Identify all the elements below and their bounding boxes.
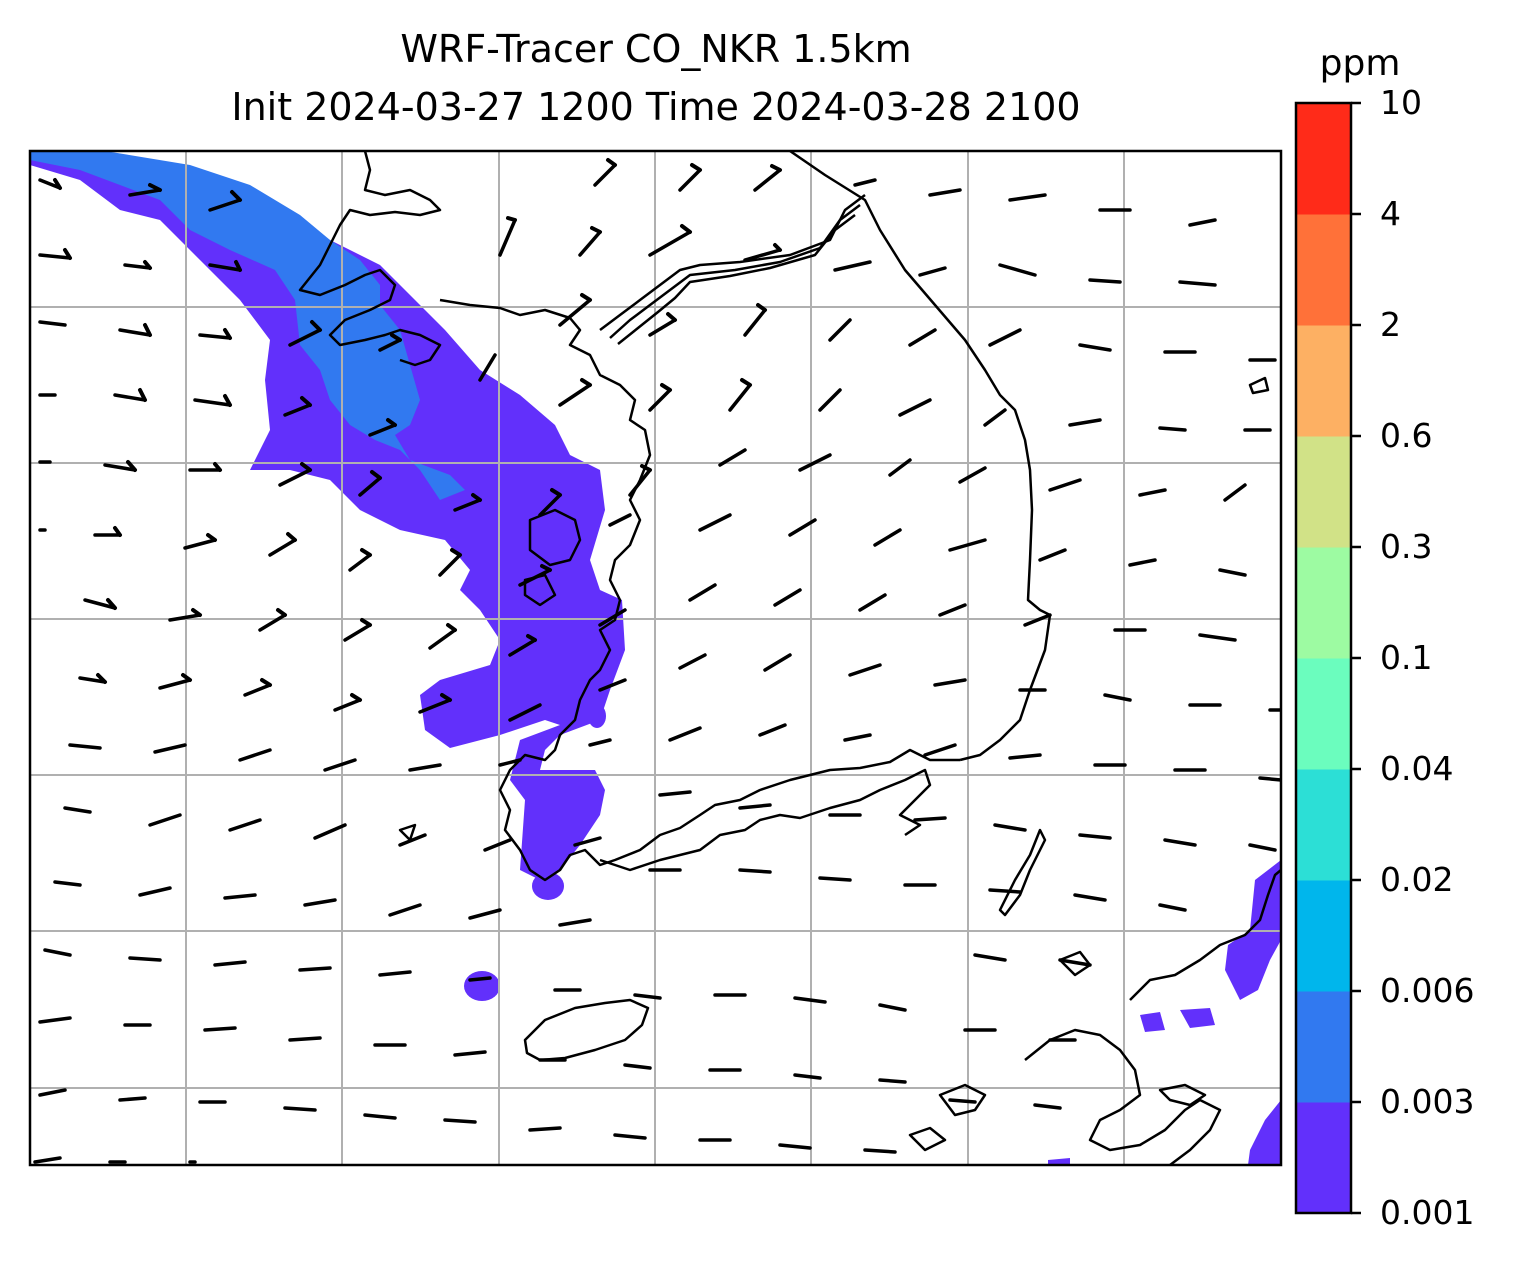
chart-title-line-2: Init 2024-03-27 1200 Time 2024-03-28 210…	[231, 85, 1081, 129]
colorbar-segment	[1296, 103, 1351, 215]
colorbar-tick-label: 0.1	[1380, 638, 1433, 677]
colorbar-tick-label: 0.006	[1380, 971, 1475, 1010]
colorbar-tick-label: 0.02	[1380, 860, 1454, 899]
colorbar-tick-label: 10	[1380, 83, 1422, 122]
colorbar-unit-label: ppm	[1319, 43, 1401, 84]
colorbar-tick-label: 2	[1380, 305, 1401, 344]
colorbar-segment	[1296, 880, 1351, 992]
colorbar-segment	[1296, 214, 1351, 326]
tracer-plume	[30, 151, 625, 880]
chart-title-line-1: WRF-Tracer CO_NKR 1.5km	[400, 27, 912, 71]
colorbar-tick-label: 0.6	[1380, 416, 1433, 455]
colorbar-tick-label: 0.003	[1380, 1082, 1475, 1121]
tracer-blob	[588, 704, 606, 728]
colorbar-tick-label: 4	[1380, 194, 1401, 233]
colorbar-segment	[1296, 769, 1351, 881]
colorbar-tick-label: 0.04	[1380, 749, 1454, 788]
colorbar-segment	[1296, 325, 1351, 437]
colorbar-segment	[1296, 547, 1351, 659]
coastlines	[298, 151, 1281, 1165]
map-grid	[30, 151, 1281, 1165]
colorbar-tick-label: 0.3	[1380, 527, 1433, 566]
jeju-island	[523, 998, 650, 1062]
map-frame-border	[28, 149, 1283, 1167]
tracer-plume-core	[30, 151, 465, 500]
colorbar	[1294, 101, 1361, 1215]
colorbar-segment	[1296, 658, 1351, 770]
tracer-blob	[464, 971, 500, 1001]
wind-barb-flags	[53, 158, 782, 702]
colorbar-tick-label: 0.001	[1380, 1193, 1475, 1232]
colorbar-segment	[1296, 436, 1351, 548]
wind-barbs	[33, 163, 1281, 1164]
tracer-plume-east	[1048, 860, 1281, 1165]
colorbar-segment	[1296, 1102, 1351, 1214]
colorbar-segment	[1296, 991, 1351, 1103]
tracer-blob	[532, 872, 564, 900]
